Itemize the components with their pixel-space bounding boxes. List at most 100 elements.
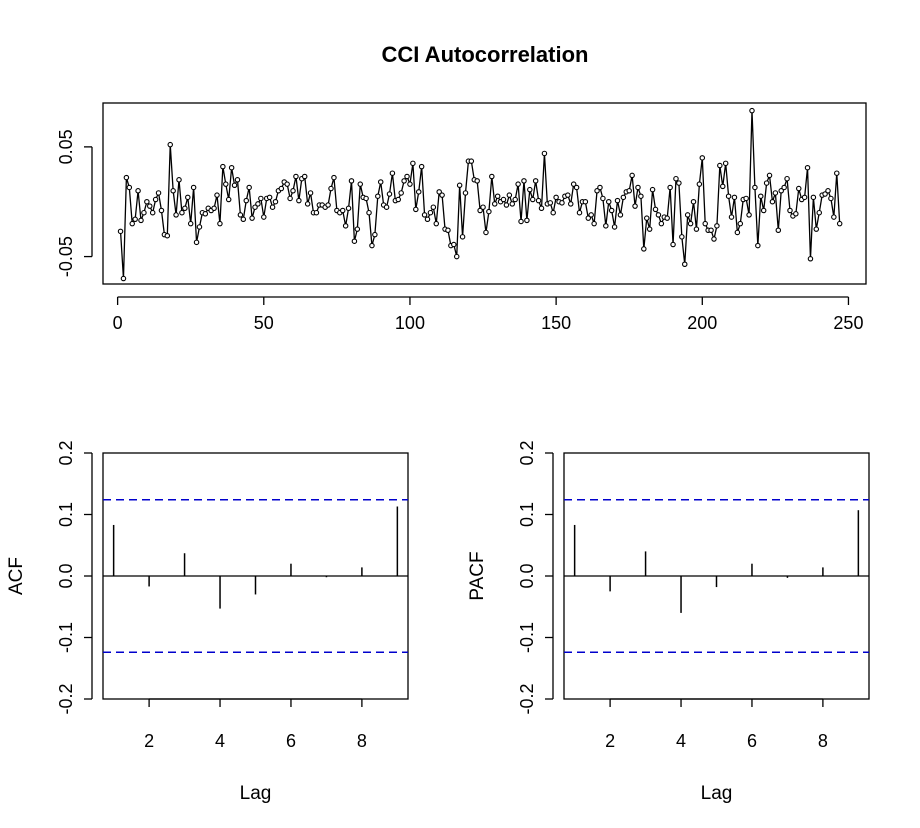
data-point <box>182 205 188 212</box>
data-point <box>176 177 182 183</box>
data-point <box>266 194 273 201</box>
data-point <box>834 170 840 176</box>
y-tick-label: 0.1 <box>517 502 537 527</box>
data-point <box>377 179 384 185</box>
data-point <box>173 212 179 218</box>
data-point <box>714 223 720 229</box>
data-point <box>383 204 390 210</box>
data-point <box>594 188 600 194</box>
data-point <box>775 227 782 234</box>
data-point <box>719 183 726 190</box>
data-point <box>810 194 817 201</box>
data-point <box>813 226 820 232</box>
data-point <box>521 178 527 184</box>
data-point <box>708 227 714 234</box>
data-point <box>477 207 483 214</box>
data-point <box>605 198 612 205</box>
data-point <box>550 209 556 216</box>
data-point <box>684 212 691 218</box>
data-point <box>608 207 615 214</box>
data-point <box>459 234 466 240</box>
data-point <box>787 207 793 214</box>
data-point <box>468 158 475 164</box>
data-point <box>696 181 703 187</box>
data-point <box>149 209 156 216</box>
data-point <box>529 196 536 203</box>
data-point <box>784 175 790 182</box>
data-point <box>769 198 776 205</box>
data-point <box>772 190 779 196</box>
data-point <box>664 215 670 221</box>
data-point <box>699 155 706 161</box>
data-point <box>518 218 524 225</box>
data-point <box>284 181 290 187</box>
data-point <box>228 164 235 171</box>
data-point <box>258 195 264 202</box>
data-point <box>261 214 267 220</box>
x-tick-label: 6 <box>286 731 296 751</box>
data-point <box>325 202 331 208</box>
data-point <box>825 188 831 194</box>
data-point <box>451 241 457 248</box>
data-point <box>357 181 364 187</box>
data-point <box>494 193 501 199</box>
data-point <box>588 212 594 218</box>
data-point <box>670 241 676 248</box>
y-tick-label: 0.1 <box>56 502 76 527</box>
data-point <box>272 198 279 205</box>
data-point <box>565 192 571 198</box>
data-point <box>407 181 413 187</box>
data-point <box>126 184 133 191</box>
data-point <box>638 193 644 199</box>
data-point <box>763 180 770 186</box>
data-point <box>339 207 346 214</box>
data-point <box>237 212 244 218</box>
x-tick-label: 4 <box>676 731 686 751</box>
data-point <box>193 239 200 246</box>
y-tick-label: -0.2 <box>56 683 76 714</box>
data-point <box>635 184 641 191</box>
data-point <box>527 186 533 193</box>
data-point <box>643 215 650 221</box>
data-point <box>793 211 799 217</box>
data-point <box>249 215 255 221</box>
data-point <box>389 170 396 176</box>
data-point <box>404 173 410 180</box>
x-tick-label: 250 <box>833 313 863 333</box>
y-tick-label: 0.05 <box>56 129 76 164</box>
data-point <box>427 209 434 216</box>
time-series-panel: 0 50 100 150 200 250 -0.05 0.05 <box>56 102 867 333</box>
y-tick-label: 0.2 <box>56 440 76 465</box>
data-point <box>424 216 431 223</box>
data-point <box>755 242 761 249</box>
data-point <box>679 234 685 240</box>
data-point <box>667 184 673 191</box>
data-point <box>734 229 741 236</box>
data-point <box>123 174 130 181</box>
data-point <box>600 195 606 202</box>
data-point <box>278 185 285 192</box>
data-point <box>179 209 185 216</box>
data-point <box>836 220 843 227</box>
data-point <box>135 188 141 194</box>
data-point <box>430 204 437 210</box>
data-point <box>296 197 302 204</box>
data-point <box>301 173 308 180</box>
data-point <box>375 193 381 199</box>
data-point <box>585 215 592 221</box>
data-point <box>372 231 378 238</box>
data-point <box>652 206 659 213</box>
data-point <box>573 184 580 191</box>
y-axis-label: ACF <box>6 557 27 595</box>
data-point <box>120 275 127 282</box>
data-point <box>269 204 276 210</box>
data-point <box>138 217 144 224</box>
data-point <box>480 204 486 210</box>
data-point <box>363 195 369 202</box>
data-point <box>807 256 814 262</box>
data-point <box>801 194 808 201</box>
data-point <box>170 188 176 194</box>
data-point <box>515 181 521 187</box>
x-tick-label: 2 <box>144 731 154 751</box>
